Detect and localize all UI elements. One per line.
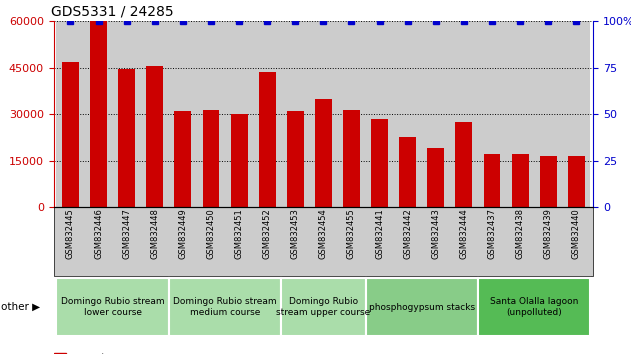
Bar [118, 69, 135, 207]
Bar [338, 21, 365, 207]
Bar [141, 21, 169, 207]
Bar [478, 21, 506, 207]
Bar [56, 21, 85, 207]
Bar [231, 114, 247, 207]
Bar [113, 21, 141, 207]
Bar [281, 21, 309, 207]
Bar [197, 21, 225, 207]
Bar [56, 21, 85, 207]
Bar [512, 154, 529, 207]
Text: Domingo Rubio
stream upper course: Domingo Rubio stream upper course [276, 297, 370, 317]
FancyBboxPatch shape [281, 278, 365, 336]
Text: count: count [74, 353, 106, 354]
Bar [90, 21, 107, 207]
Bar [343, 109, 360, 207]
Bar [540, 156, 557, 207]
Text: Domingo Rubio stream
medium course: Domingo Rubio stream medium course [174, 297, 277, 317]
Bar [85, 21, 113, 207]
FancyBboxPatch shape [478, 278, 591, 336]
Text: phosphogypsum stacks: phosphogypsum stacks [369, 303, 475, 312]
Text: other ▶: other ▶ [1, 302, 40, 312]
Bar [562, 21, 591, 207]
Bar [62, 62, 79, 207]
Bar [422, 21, 450, 207]
Bar [141, 21, 169, 207]
Bar [422, 21, 450, 207]
Bar [365, 21, 394, 207]
Bar [85, 21, 113, 207]
Bar [394, 21, 422, 207]
Bar [338, 21, 365, 207]
Bar [506, 21, 534, 207]
Bar [253, 21, 281, 207]
Bar [309, 21, 338, 207]
Bar [225, 21, 253, 207]
Bar [371, 119, 388, 207]
Bar [399, 137, 416, 207]
Bar [281, 21, 309, 207]
Bar [54, 353, 66, 354]
Bar [113, 21, 141, 207]
Bar [568, 156, 585, 207]
Bar [169, 21, 197, 207]
Bar [146, 66, 163, 207]
Bar [450, 21, 478, 207]
Bar [562, 21, 591, 207]
Bar [483, 154, 500, 207]
Bar [394, 21, 422, 207]
Bar [456, 122, 473, 207]
Bar [259, 72, 276, 207]
FancyBboxPatch shape [365, 278, 478, 336]
Bar [309, 21, 338, 207]
Bar [478, 21, 506, 207]
Bar [174, 111, 191, 207]
Bar [225, 21, 253, 207]
Text: Domingo Rubio stream
lower course: Domingo Rubio stream lower course [61, 297, 165, 317]
FancyBboxPatch shape [56, 278, 169, 336]
Text: GDS5331 / 24285: GDS5331 / 24285 [51, 5, 174, 19]
Bar [534, 21, 562, 207]
Bar [287, 111, 304, 207]
Bar [203, 109, 220, 207]
Bar [365, 21, 394, 207]
Bar [315, 99, 332, 207]
FancyBboxPatch shape [169, 278, 281, 336]
Text: Santa Olalla lagoon
(unpolluted): Santa Olalla lagoon (unpolluted) [490, 297, 579, 317]
Bar [534, 21, 562, 207]
Bar [427, 148, 444, 207]
Bar [197, 21, 225, 207]
Bar [506, 21, 534, 207]
Bar [450, 21, 478, 207]
Bar [169, 21, 197, 207]
Bar [253, 21, 281, 207]
